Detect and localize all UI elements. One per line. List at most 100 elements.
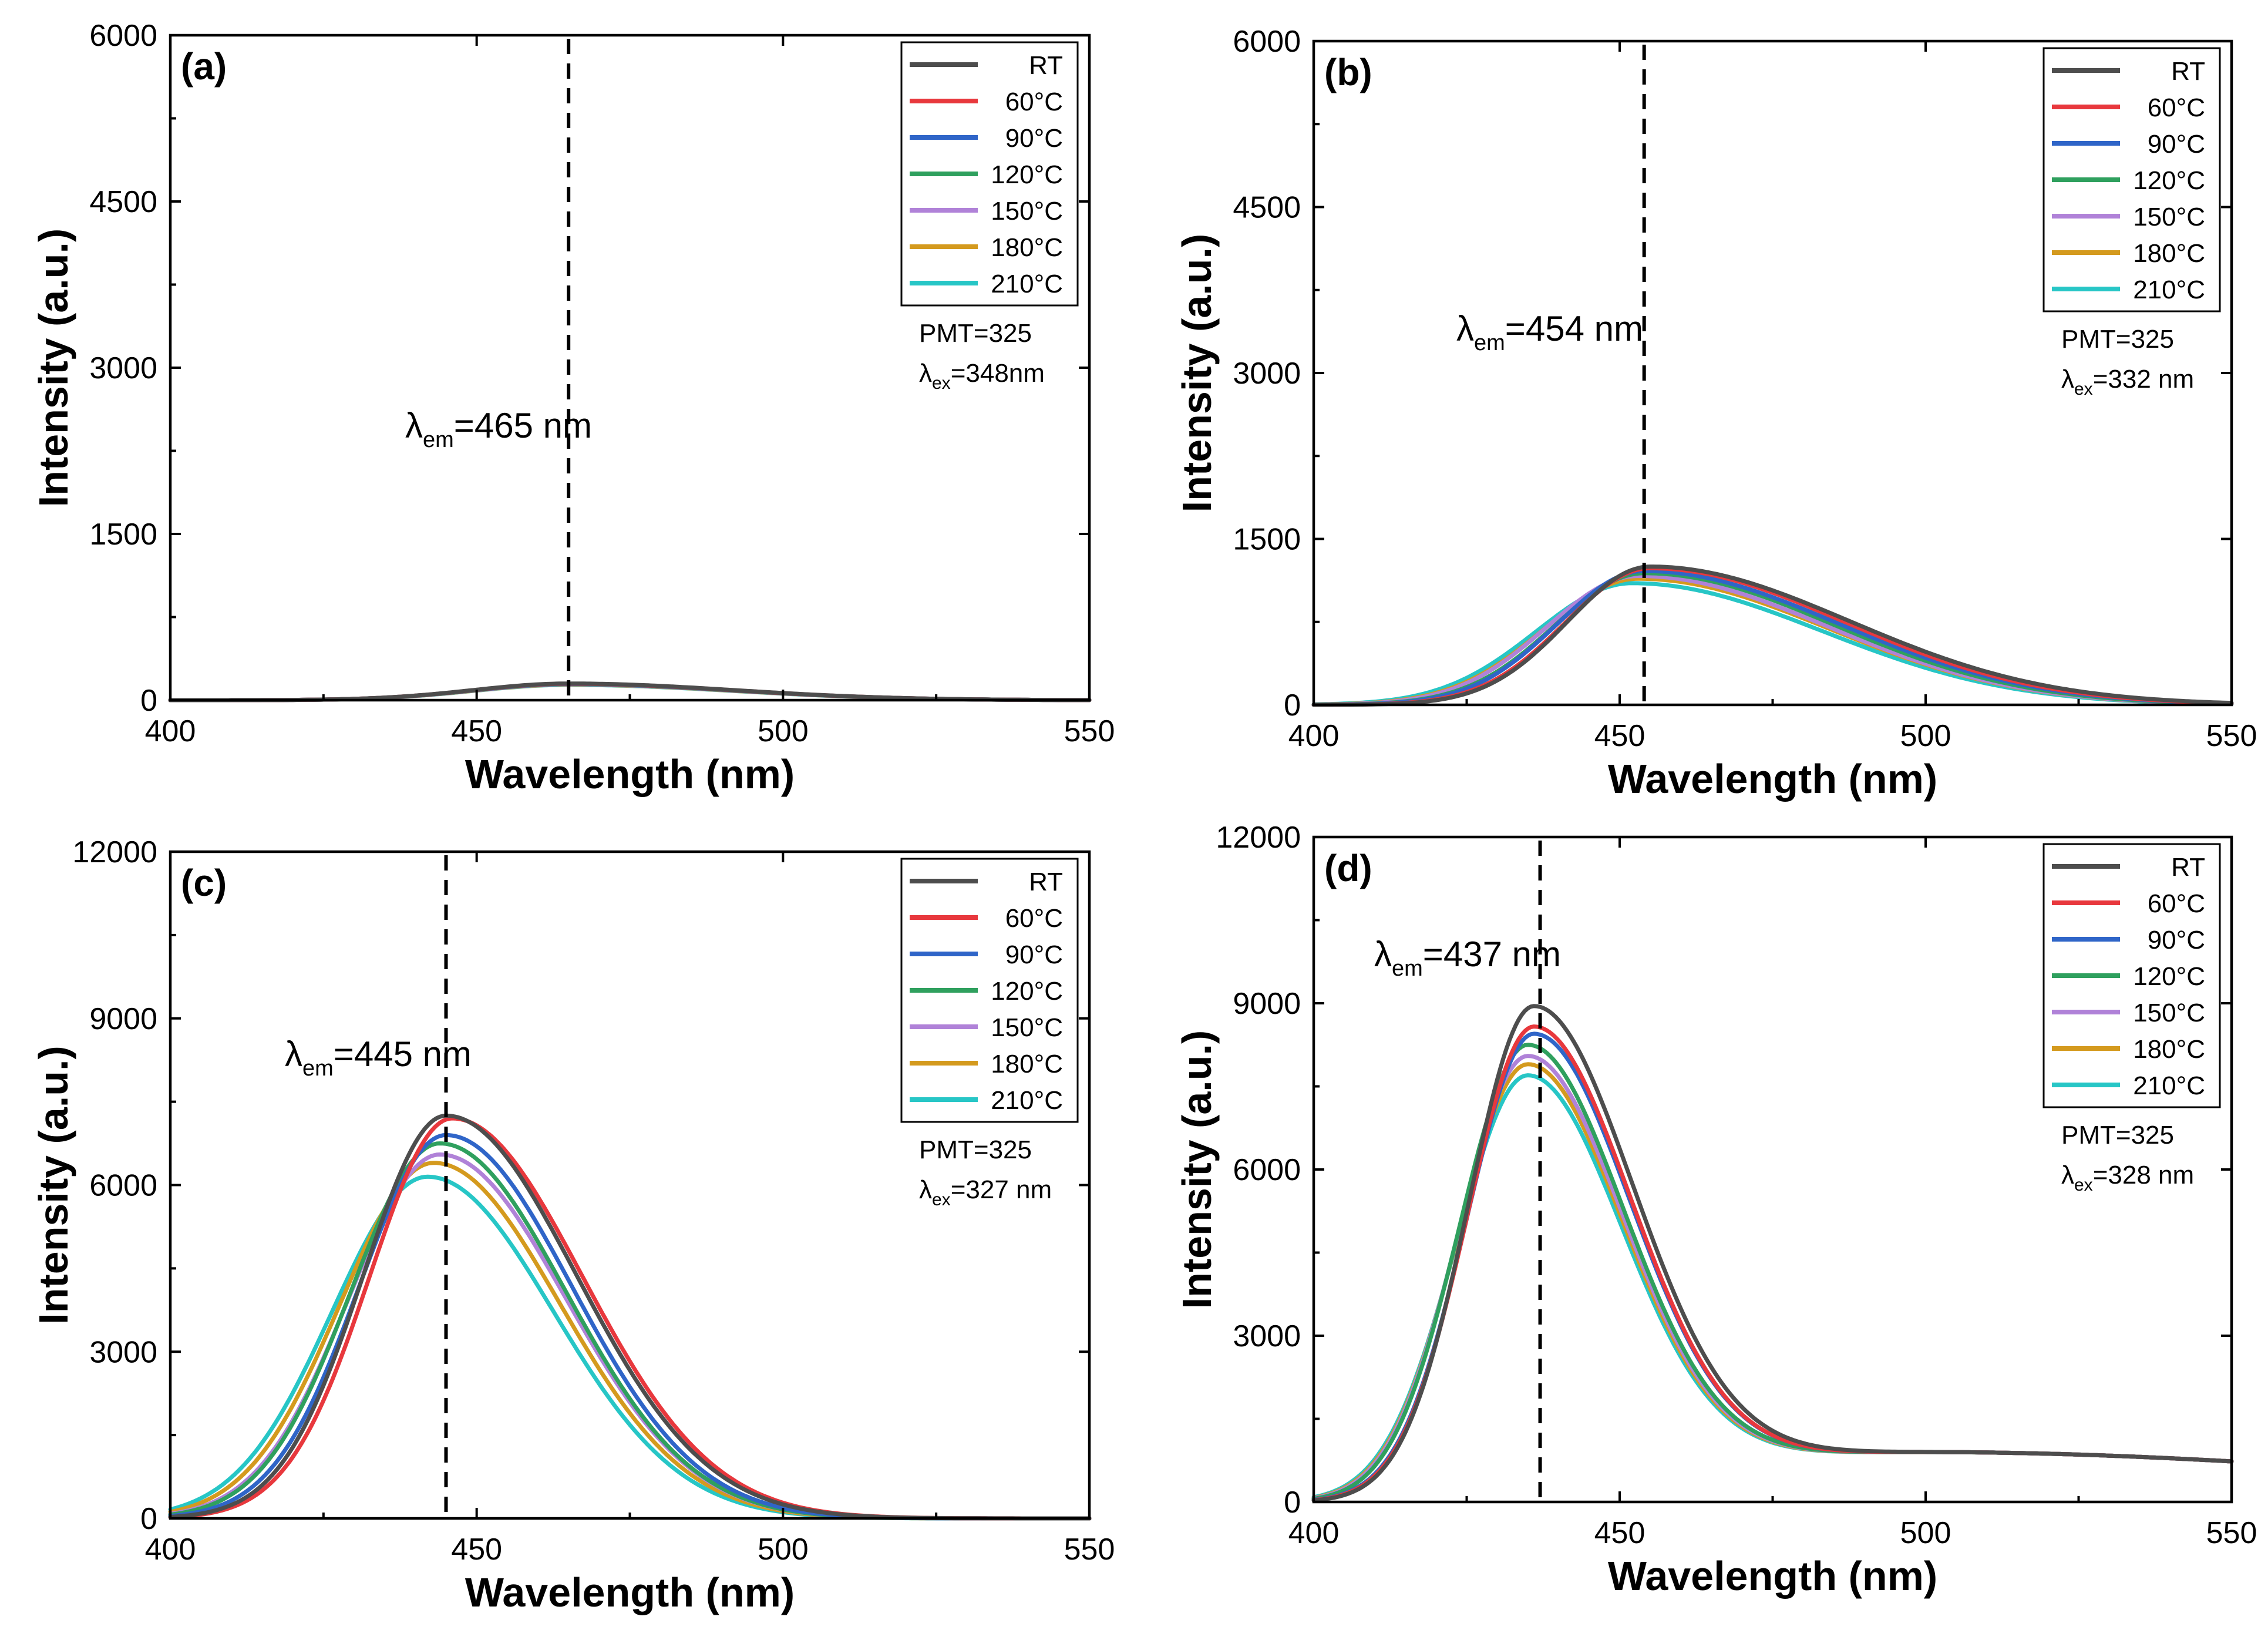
- legend: RT 60°C 90°C 120°C 150°C 180°C 210°C: [900, 41, 1079, 307]
- x-axis-title: Wavelength (nm): [465, 1569, 795, 1615]
- legend-item: 60°C: [910, 904, 1063, 933]
- legend-label: 120°C: [2133, 962, 2205, 991]
- ex-subscript: ex: [932, 374, 951, 393]
- legend: RT 60°C 90°C 120°C 150°C 180°C 210°C: [900, 858, 1079, 1123]
- series-line-rt: [1311, 564, 2234, 707]
- chart-panel-a: 400 450 500 550 0 1500 3000 4500 6000 Wavelength …: [31, 19, 1115, 797]
- excitation-wavelength: λex=328 nm: [2061, 1161, 2194, 1195]
- x-axis-title: Wavelength (nm): [465, 751, 795, 797]
- lambda-subscript: em: [423, 428, 454, 452]
- legend-item: 180°C: [2052, 1035, 2205, 1064]
- ex-value: =327 nm: [951, 1175, 1052, 1204]
- y-tick-label: 4500: [89, 185, 157, 219]
- legend-label: 60°C: [1005, 88, 1063, 116]
- legend-item: 210°C: [2052, 275, 2205, 304]
- y-tick-label: 4500: [1233, 191, 1301, 225]
- x-tick-label: 400: [145, 714, 196, 748]
- series-line-180c: [168, 1161, 1092, 1521]
- y-tick-label: 3000: [89, 1335, 157, 1369]
- legend-label: 150°C: [991, 197, 1063, 226]
- x-tick-label: 500: [758, 1532, 809, 1567]
- legend-label: 60°C: [1005, 904, 1063, 933]
- legend-item: 60°C: [910, 88, 1063, 116]
- emission-peak-annotation: λem=465 nm: [405, 406, 592, 452]
- y-tick-label: 3000: [1233, 357, 1301, 391]
- legend-label: 150°C: [2133, 999, 2205, 1027]
- panel-label: (b): [1324, 51, 1372, 93]
- legend-item: 150°C: [910, 197, 1063, 226]
- y-axis-title: Intensity (a.u.): [31, 1046, 76, 1324]
- lambda-symbol: λ: [1456, 309, 1474, 348]
- lambda-value: =437 nm: [1423, 935, 1561, 974]
- legend-label: 180°C: [991, 1050, 1063, 1078]
- legend-item: 90°C: [910, 940, 1063, 969]
- legend-label: 120°C: [2133, 166, 2205, 195]
- legend-label: 90°C: [2148, 130, 2205, 159]
- legend-label: 210°C: [2133, 275, 2205, 304]
- emission-peak-annotation: λem=445 nm: [285, 1034, 472, 1081]
- legend-item: RT: [2052, 57, 2205, 86]
- legend-item: 120°C: [2052, 962, 2205, 991]
- y-tick-label: 1500: [1233, 523, 1301, 557]
- lambda-symbol: λ: [405, 406, 423, 445]
- ex-subscript: ex: [932, 1190, 951, 1209]
- panel-label: (c): [181, 862, 227, 904]
- x-tick-label: 400: [145, 1532, 196, 1567]
- legend-label: 90°C: [1005, 124, 1063, 153]
- legend-label: 120°C: [991, 160, 1063, 189]
- y-tick-label: 0: [1284, 1486, 1301, 1520]
- y-tick-label: 6000: [1233, 25, 1301, 59]
- x-tick-label: 500: [758, 714, 809, 748]
- y-axis-title: Intensity (a.u.): [1174, 234, 1220, 512]
- legend-item: 150°C: [2052, 203, 2205, 231]
- x-tick-label: 500: [1900, 719, 1951, 753]
- series-line-150c: [168, 1152, 1092, 1521]
- ex-lambda-symbol: λ: [919, 359, 932, 388]
- legend-label: 150°C: [2133, 203, 2205, 231]
- chart-panel-d: 400 450 500 550 0 3000 6000 9000 12000 Wavelength…: [1174, 821, 2257, 1599]
- legend-item: 210°C: [2052, 1071, 2205, 1100]
- legend-item: 120°C: [910, 977, 1063, 1006]
- y-tick-label: 0: [140, 684, 157, 718]
- y-tick-label: 12000: [72, 835, 157, 869]
- x-tick-label: 500: [1900, 1516, 1951, 1550]
- legend-item: 60°C: [2052, 889, 2205, 918]
- series-line-210c: [168, 1174, 1092, 1521]
- legend-item: 180°C: [910, 233, 1063, 262]
- legend-item: 150°C: [910, 1013, 1063, 1042]
- panel-label: (d): [1324, 847, 1372, 889]
- x-axis-title: Wavelength (nm): [1608, 1553, 1937, 1599]
- ex-lambda-symbol: λ: [2061, 1161, 2074, 1189]
- lambda-subscript: em: [302, 1056, 334, 1081]
- panel-label: (a): [181, 45, 227, 88]
- ex-subscript: ex: [2074, 1175, 2093, 1195]
- y-tick-label: 3000: [89, 351, 157, 385]
- ex-subscript: ex: [2074, 379, 2093, 399]
- legend-label: RT: [1029, 868, 1063, 896]
- legend-item: 90°C: [2052, 926, 2205, 955]
- legend-item: 60°C: [2052, 93, 2205, 122]
- lambda-subscript: em: [1392, 956, 1423, 981]
- legend-item: RT: [910, 868, 1063, 896]
- legend-label: 180°C: [2133, 1035, 2205, 1064]
- pmt-setting: PMT=325: [2061, 1121, 2174, 1150]
- legend-item: 120°C: [2052, 166, 2205, 195]
- legend-label: 90°C: [2148, 926, 2205, 955]
- legend: RT 60°C 90°C 120°C 150°C 180°C 210°C: [2042, 843, 2221, 1108]
- legend-item: 150°C: [2052, 999, 2205, 1027]
- x-tick-label: 400: [1288, 1516, 1340, 1550]
- lambda-value: =445 nm: [334, 1034, 472, 1074]
- legend-item: 180°C: [910, 1050, 1063, 1078]
- x-tick-label: 450: [451, 714, 502, 748]
- x-tick-label: 550: [1064, 1532, 1115, 1567]
- legend-label: RT: [2171, 57, 2205, 86]
- legend-label: 150°C: [991, 1013, 1063, 1042]
- series-line-rt: [1311, 1004, 2234, 1503]
- y-tick-label: 0: [140, 1502, 157, 1536]
- pmt-setting: PMT=325: [919, 1135, 1032, 1164]
- y-tick-label: 12000: [1216, 821, 1301, 855]
- lambda-symbol: λ: [1374, 935, 1392, 974]
- x-tick-label: 400: [1288, 719, 1340, 753]
- ex-value: =348nm: [951, 359, 1045, 388]
- y-tick-label: 0: [1284, 688, 1301, 722]
